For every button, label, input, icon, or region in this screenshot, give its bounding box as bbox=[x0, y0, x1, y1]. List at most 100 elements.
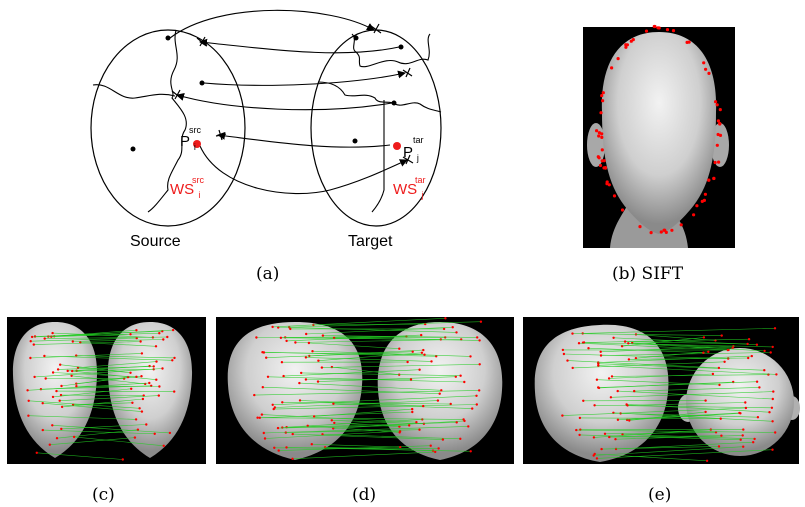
match-keypoint bbox=[451, 326, 454, 329]
match-keypoint bbox=[463, 380, 466, 384]
match-line bbox=[610, 391, 774, 398]
match-keypoint bbox=[434, 450, 437, 454]
match-keypoint bbox=[263, 437, 267, 440]
sift-keypoint bbox=[703, 192, 708, 196]
match-keypoint bbox=[262, 351, 266, 354]
match-keypoint bbox=[138, 407, 141, 410]
match-keypoint bbox=[71, 369, 74, 373]
match-keypoint bbox=[43, 337, 46, 340]
match-keypoint bbox=[455, 331, 458, 334]
match-keypoint bbox=[256, 416, 259, 419]
match-keypoint bbox=[711, 372, 715, 376]
match-keypoint bbox=[265, 356, 268, 359]
sift-keypoint bbox=[620, 208, 625, 212]
sift-keypoint bbox=[687, 40, 691, 44]
match-line bbox=[601, 446, 720, 450]
match-keypoint bbox=[430, 360, 433, 363]
match-keypoint bbox=[311, 350, 314, 353]
match-keypoint bbox=[317, 359, 320, 362]
sift-keypoint bbox=[601, 91, 605, 95]
panel-d-matches bbox=[253, 317, 483, 460]
match-keypoint bbox=[746, 342, 749, 346]
match-keypoint bbox=[623, 340, 627, 343]
match-keypoint bbox=[756, 416, 760, 419]
match-keypoint bbox=[774, 431, 777, 434]
mapping-arrow bbox=[169, 9, 375, 39]
match-keypoint bbox=[592, 436, 596, 439]
match-keypoint bbox=[306, 424, 309, 427]
match-keypoint bbox=[439, 338, 442, 341]
match-keypoint bbox=[440, 389, 443, 392]
match-keypoint bbox=[616, 389, 619, 393]
sift-keypoint bbox=[679, 223, 683, 227]
match-line bbox=[318, 352, 422, 361]
match-line bbox=[311, 443, 401, 448]
match-keypoint bbox=[717, 366, 721, 370]
match-line bbox=[576, 429, 776, 433]
match-keypoint bbox=[409, 378, 413, 381]
sift-keypoint bbox=[662, 228, 666, 232]
mapping-arrow bbox=[199, 38, 400, 54]
p-src-point bbox=[193, 140, 201, 148]
sift-keypoint bbox=[715, 143, 719, 147]
match-keypoint bbox=[332, 402, 335, 405]
match-line bbox=[48, 329, 174, 337]
match-line bbox=[59, 395, 159, 401]
p-tar-point bbox=[393, 142, 401, 150]
match-line bbox=[272, 318, 446, 328]
match-keypoint bbox=[310, 443, 313, 446]
match-line bbox=[61, 424, 147, 430]
match-keypoint bbox=[742, 445, 745, 448]
match-keypoint bbox=[454, 375, 457, 378]
match-keypoint bbox=[755, 380, 759, 383]
match-keypoint bbox=[281, 426, 284, 429]
match-line bbox=[283, 369, 420, 377]
match-keypoint bbox=[763, 349, 766, 353]
match-line bbox=[333, 420, 465, 429]
match-line bbox=[322, 335, 478, 338]
match-line bbox=[628, 357, 749, 360]
match-line bbox=[52, 425, 170, 434]
match-keypoint bbox=[258, 416, 261, 419]
sift-keypoint bbox=[718, 108, 722, 112]
match-keypoint bbox=[714, 431, 718, 434]
match-keypoint bbox=[444, 336, 447, 339]
sift-keypoint bbox=[624, 43, 628, 47]
match-line bbox=[600, 352, 771, 356]
match-keypoint bbox=[253, 393, 256, 397]
match-keypoint bbox=[562, 352, 566, 356]
match-line bbox=[582, 342, 773, 348]
match-keypoint bbox=[298, 399, 302, 402]
match-keypoint bbox=[620, 345, 624, 348]
match-keypoint bbox=[449, 402, 452, 406]
match-line bbox=[274, 400, 438, 408]
match-line bbox=[598, 363, 765, 371]
sift-keypoint bbox=[597, 134, 601, 138]
match-keypoint bbox=[582, 399, 585, 402]
sift-keypoint bbox=[605, 180, 609, 184]
target-boundary-curve-3 bbox=[371, 100, 385, 213]
match-keypoint bbox=[707, 350, 710, 353]
match-line bbox=[282, 402, 451, 405]
sift-keypoints bbox=[595, 24, 723, 235]
match-line bbox=[273, 404, 477, 410]
sift-keypoint bbox=[649, 231, 653, 235]
match-line bbox=[628, 343, 765, 352]
match-line bbox=[30, 353, 142, 359]
match-keypoint bbox=[29, 356, 32, 360]
match-line bbox=[334, 337, 480, 341]
sift-keypoint bbox=[598, 163, 603, 168]
match-keypoint bbox=[408, 424, 411, 427]
match-line bbox=[314, 408, 413, 417]
match-keypoint bbox=[139, 340, 142, 343]
match-keypoint bbox=[136, 428, 140, 431]
match-keypoint bbox=[48, 443, 51, 446]
match-keypoint bbox=[628, 419, 631, 422]
match-line bbox=[299, 400, 424, 407]
match-keypoint bbox=[625, 403, 628, 406]
match-keypoint bbox=[273, 446, 276, 449]
match-keypoint bbox=[561, 414, 564, 417]
sift-head bbox=[601, 32, 717, 234]
source-boundary-curve bbox=[147, 29, 187, 213]
match-line bbox=[257, 417, 464, 420]
